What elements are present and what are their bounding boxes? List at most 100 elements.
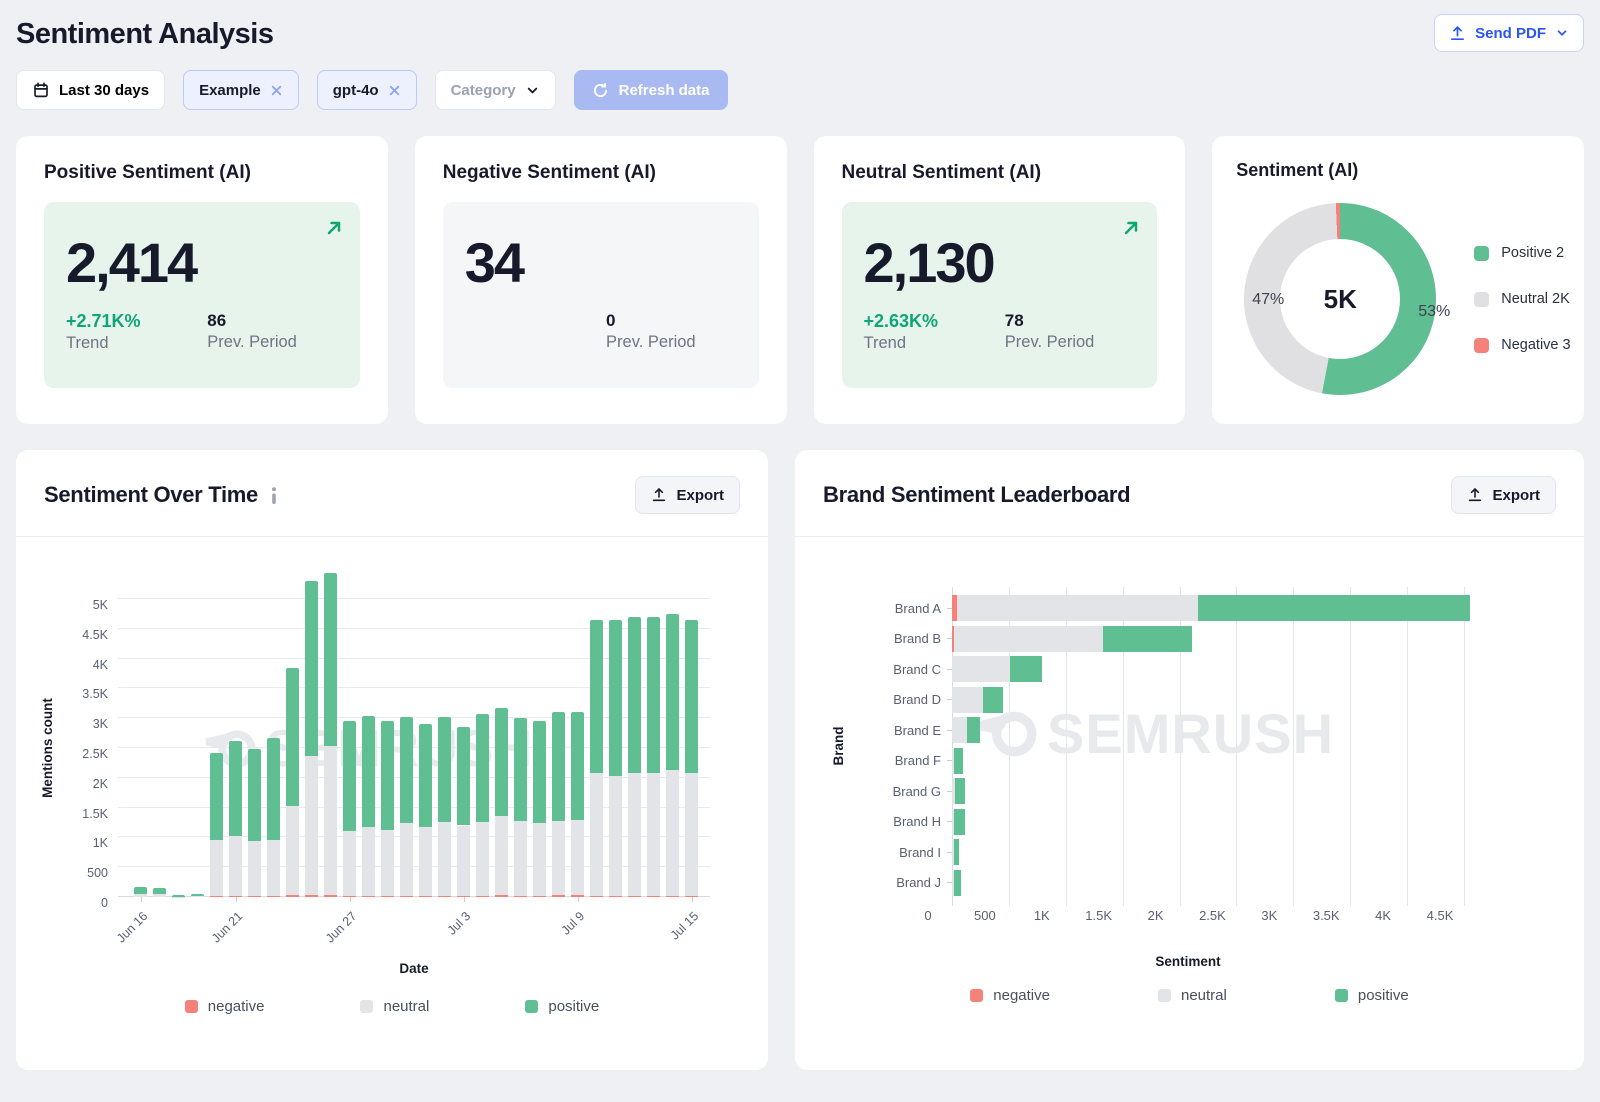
bar-segment-negative (647, 896, 660, 897)
bar-track (952, 839, 1415, 865)
y-tick-label: 2.5K (82, 747, 108, 761)
x-tick-label: 500 (974, 908, 996, 923)
bar-segment-positive (248, 749, 261, 841)
brand-row-Brand-F: Brand F (855, 746, 1415, 777)
legend-item-positive[interactable]: positive (1335, 987, 1409, 1004)
bar-segment-neutral (324, 746, 337, 895)
bar-Jul-8 (552, 712, 565, 897)
y-tick-label: 1K (93, 836, 108, 850)
bar-segment-positive (191, 894, 204, 897)
legend-swatch (1158, 989, 1171, 1002)
brand-row-Brand-B: Brand B (855, 624, 1415, 655)
charts-row: Sentiment Over Time Export Mentions coun… (16, 450, 1584, 1070)
bar-segment-neutral (552, 821, 565, 896)
x-tick-mark (464, 897, 465, 902)
x-tick-label: 2K (1148, 908, 1164, 923)
bar-segment-positive (362, 716, 375, 827)
bar-segment-positive (267, 738, 280, 840)
bar-segment-negative (457, 896, 470, 897)
brand-label: Brand I (855, 845, 947, 860)
close-icon[interactable] (388, 84, 401, 97)
donut-legend-item-positive[interactable]: Positive 2 (1474, 245, 1570, 261)
y-tick-label: 500 (87, 866, 108, 880)
legend-label: Positive 2 (1501, 245, 1564, 261)
bar-segment-neutral (952, 656, 1010, 682)
kpi-title: Neutral Sentiment (AI) (842, 162, 1158, 184)
brand-label: Brand J (855, 875, 947, 890)
donut-card-title: Sentiment (AI) (1236, 160, 1560, 181)
legend-item-neutral[interactable]: neutral (1158, 987, 1227, 1004)
chip-label: gpt-4o (333, 82, 379, 99)
date-range-picker[interactable]: Last 30 days (16, 70, 165, 110)
gridline (1464, 587, 1465, 906)
bar-segment-negative (229, 896, 242, 897)
legend-swatch (1474, 338, 1489, 353)
category-label: Category (451, 82, 516, 99)
stacked-bar-plot: SEMRUSH (118, 599, 710, 897)
bar-segment-neutral (571, 820, 584, 895)
bar-segment-positive (983, 687, 1003, 713)
brand-row-Brand-E: Brand E (855, 715, 1415, 746)
y-tick-label: 2K (93, 777, 108, 791)
brand-label: Brand A (855, 601, 947, 616)
bar-segment-positive (967, 717, 981, 743)
send-pdf-button[interactable]: Send PDF (1434, 14, 1584, 52)
bar-Jul-1 (419, 724, 432, 897)
x-tick-label: Jul 15 (668, 909, 701, 942)
category-dropdown[interactable]: Category (435, 70, 556, 110)
bar-segment-neutral (609, 776, 622, 895)
bar-segment-neutral (590, 773, 603, 896)
legend-item-negative[interactable]: negative (970, 987, 1050, 1004)
kpi-trend (465, 311, 606, 352)
y-tick-label: 4K (93, 658, 108, 672)
chart-title: Sentiment Over Time (44, 482, 258, 508)
bar-segment-positive (552, 712, 565, 820)
brand-row-Brand-A: Brand A (855, 593, 1415, 624)
bar-segment-neutral (514, 821, 527, 896)
bar-segment-neutral (153, 894, 166, 897)
kpi-tile: 34 0 Prev. Period (443, 202, 759, 388)
bar-segment-negative (381, 896, 394, 897)
bar-segment-negative (514, 896, 527, 897)
kpi-tile: 2,414 +2.71K% Trend 86 Prev. Period (44, 202, 360, 388)
brand-row-Brand-C: Brand C (855, 654, 1415, 685)
x-tick-label: 3K (1261, 908, 1277, 923)
bar-segment-neutral (267, 840, 280, 895)
donut-legend-item-negative[interactable]: Negative 3 (1474, 337, 1570, 353)
info-icon[interactable] (270, 487, 278, 504)
bar-segment-positive (954, 870, 961, 896)
export-button[interactable]: Export (635, 476, 740, 514)
y-tick-label: 3.5K (82, 687, 108, 701)
bar-Jun-18 (172, 895, 185, 897)
legend-swatch (970, 989, 983, 1002)
bar-segment-negative (609, 896, 622, 897)
bar-track (952, 870, 1415, 896)
bar-segment-positive (419, 724, 432, 827)
bar-segment-neutral (476, 822, 489, 895)
bar-segment-neutral (343, 831, 356, 896)
legend-item-neutral[interactable]: neutral (360, 998, 429, 1015)
legend-item-positive[interactable]: positive (525, 998, 599, 1015)
donut-hole: 5K (1280, 239, 1400, 359)
donut-legend-item-neutral[interactable]: Neutral 2K (1474, 291, 1570, 307)
brand-label: Brand F (855, 753, 947, 768)
bar-segment-neutral (647, 773, 660, 896)
bar-segment-positive (628, 617, 641, 773)
x-tick-label: 0 (924, 908, 931, 923)
filter-chip-example[interactable]: Example (183, 70, 299, 110)
bar-segment-negative (305, 895, 318, 897)
brand-row-Brand-D: Brand D (855, 685, 1415, 716)
y-tick-label: 1.5K (82, 807, 108, 821)
x-tick-mark (578, 897, 579, 902)
refresh-data-button[interactable]: Refresh data (574, 70, 728, 110)
filter-chip-gpt-4o[interactable]: gpt-4o (317, 70, 417, 110)
legend-swatch (1474, 292, 1489, 307)
legend-item-negative[interactable]: negative (185, 998, 265, 1015)
bar-Jun-20 (210, 753, 223, 897)
bar-segment-neutral (210, 840, 223, 895)
bar-segment-positive (954, 748, 963, 774)
close-icon[interactable] (270, 84, 283, 97)
legend-label: neutral (1181, 987, 1227, 1004)
export-button[interactable]: Export (1451, 476, 1556, 514)
bar-segment-neutral (362, 827, 375, 896)
